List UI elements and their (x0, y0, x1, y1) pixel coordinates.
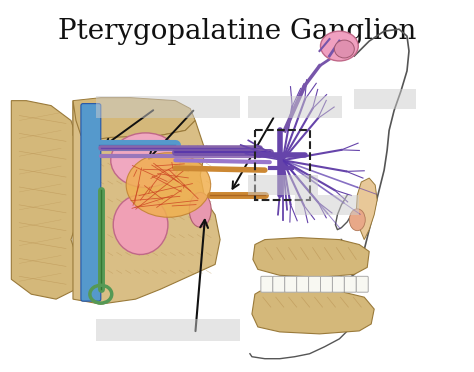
Polygon shape (252, 289, 374, 334)
Ellipse shape (349, 209, 365, 231)
Ellipse shape (111, 133, 180, 187)
Polygon shape (356, 178, 377, 240)
FancyBboxPatch shape (332, 276, 345, 292)
FancyBboxPatch shape (285, 276, 297, 292)
FancyBboxPatch shape (295, 195, 359, 215)
Ellipse shape (126, 153, 210, 217)
FancyBboxPatch shape (81, 104, 101, 301)
Ellipse shape (320, 31, 358, 61)
FancyBboxPatch shape (96, 319, 240, 341)
Polygon shape (73, 98, 195, 140)
FancyBboxPatch shape (309, 276, 320, 292)
Ellipse shape (335, 40, 354, 58)
Ellipse shape (113, 195, 168, 254)
FancyBboxPatch shape (354, 89, 416, 109)
Ellipse shape (189, 192, 211, 227)
Polygon shape (91, 195, 215, 269)
FancyBboxPatch shape (248, 175, 318, 195)
FancyBboxPatch shape (96, 96, 240, 118)
FancyBboxPatch shape (345, 276, 356, 292)
Polygon shape (73, 101, 220, 304)
FancyBboxPatch shape (273, 276, 285, 292)
Polygon shape (253, 238, 369, 277)
FancyBboxPatch shape (248, 96, 342, 118)
FancyBboxPatch shape (297, 276, 309, 292)
Text: Pterygopalatine Ganglion: Pterygopalatine Ganglion (58, 17, 416, 45)
Bar (255, 131, 310, 200)
FancyBboxPatch shape (261, 276, 273, 292)
Polygon shape (11, 101, 81, 299)
FancyBboxPatch shape (356, 276, 368, 292)
FancyBboxPatch shape (320, 276, 332, 292)
